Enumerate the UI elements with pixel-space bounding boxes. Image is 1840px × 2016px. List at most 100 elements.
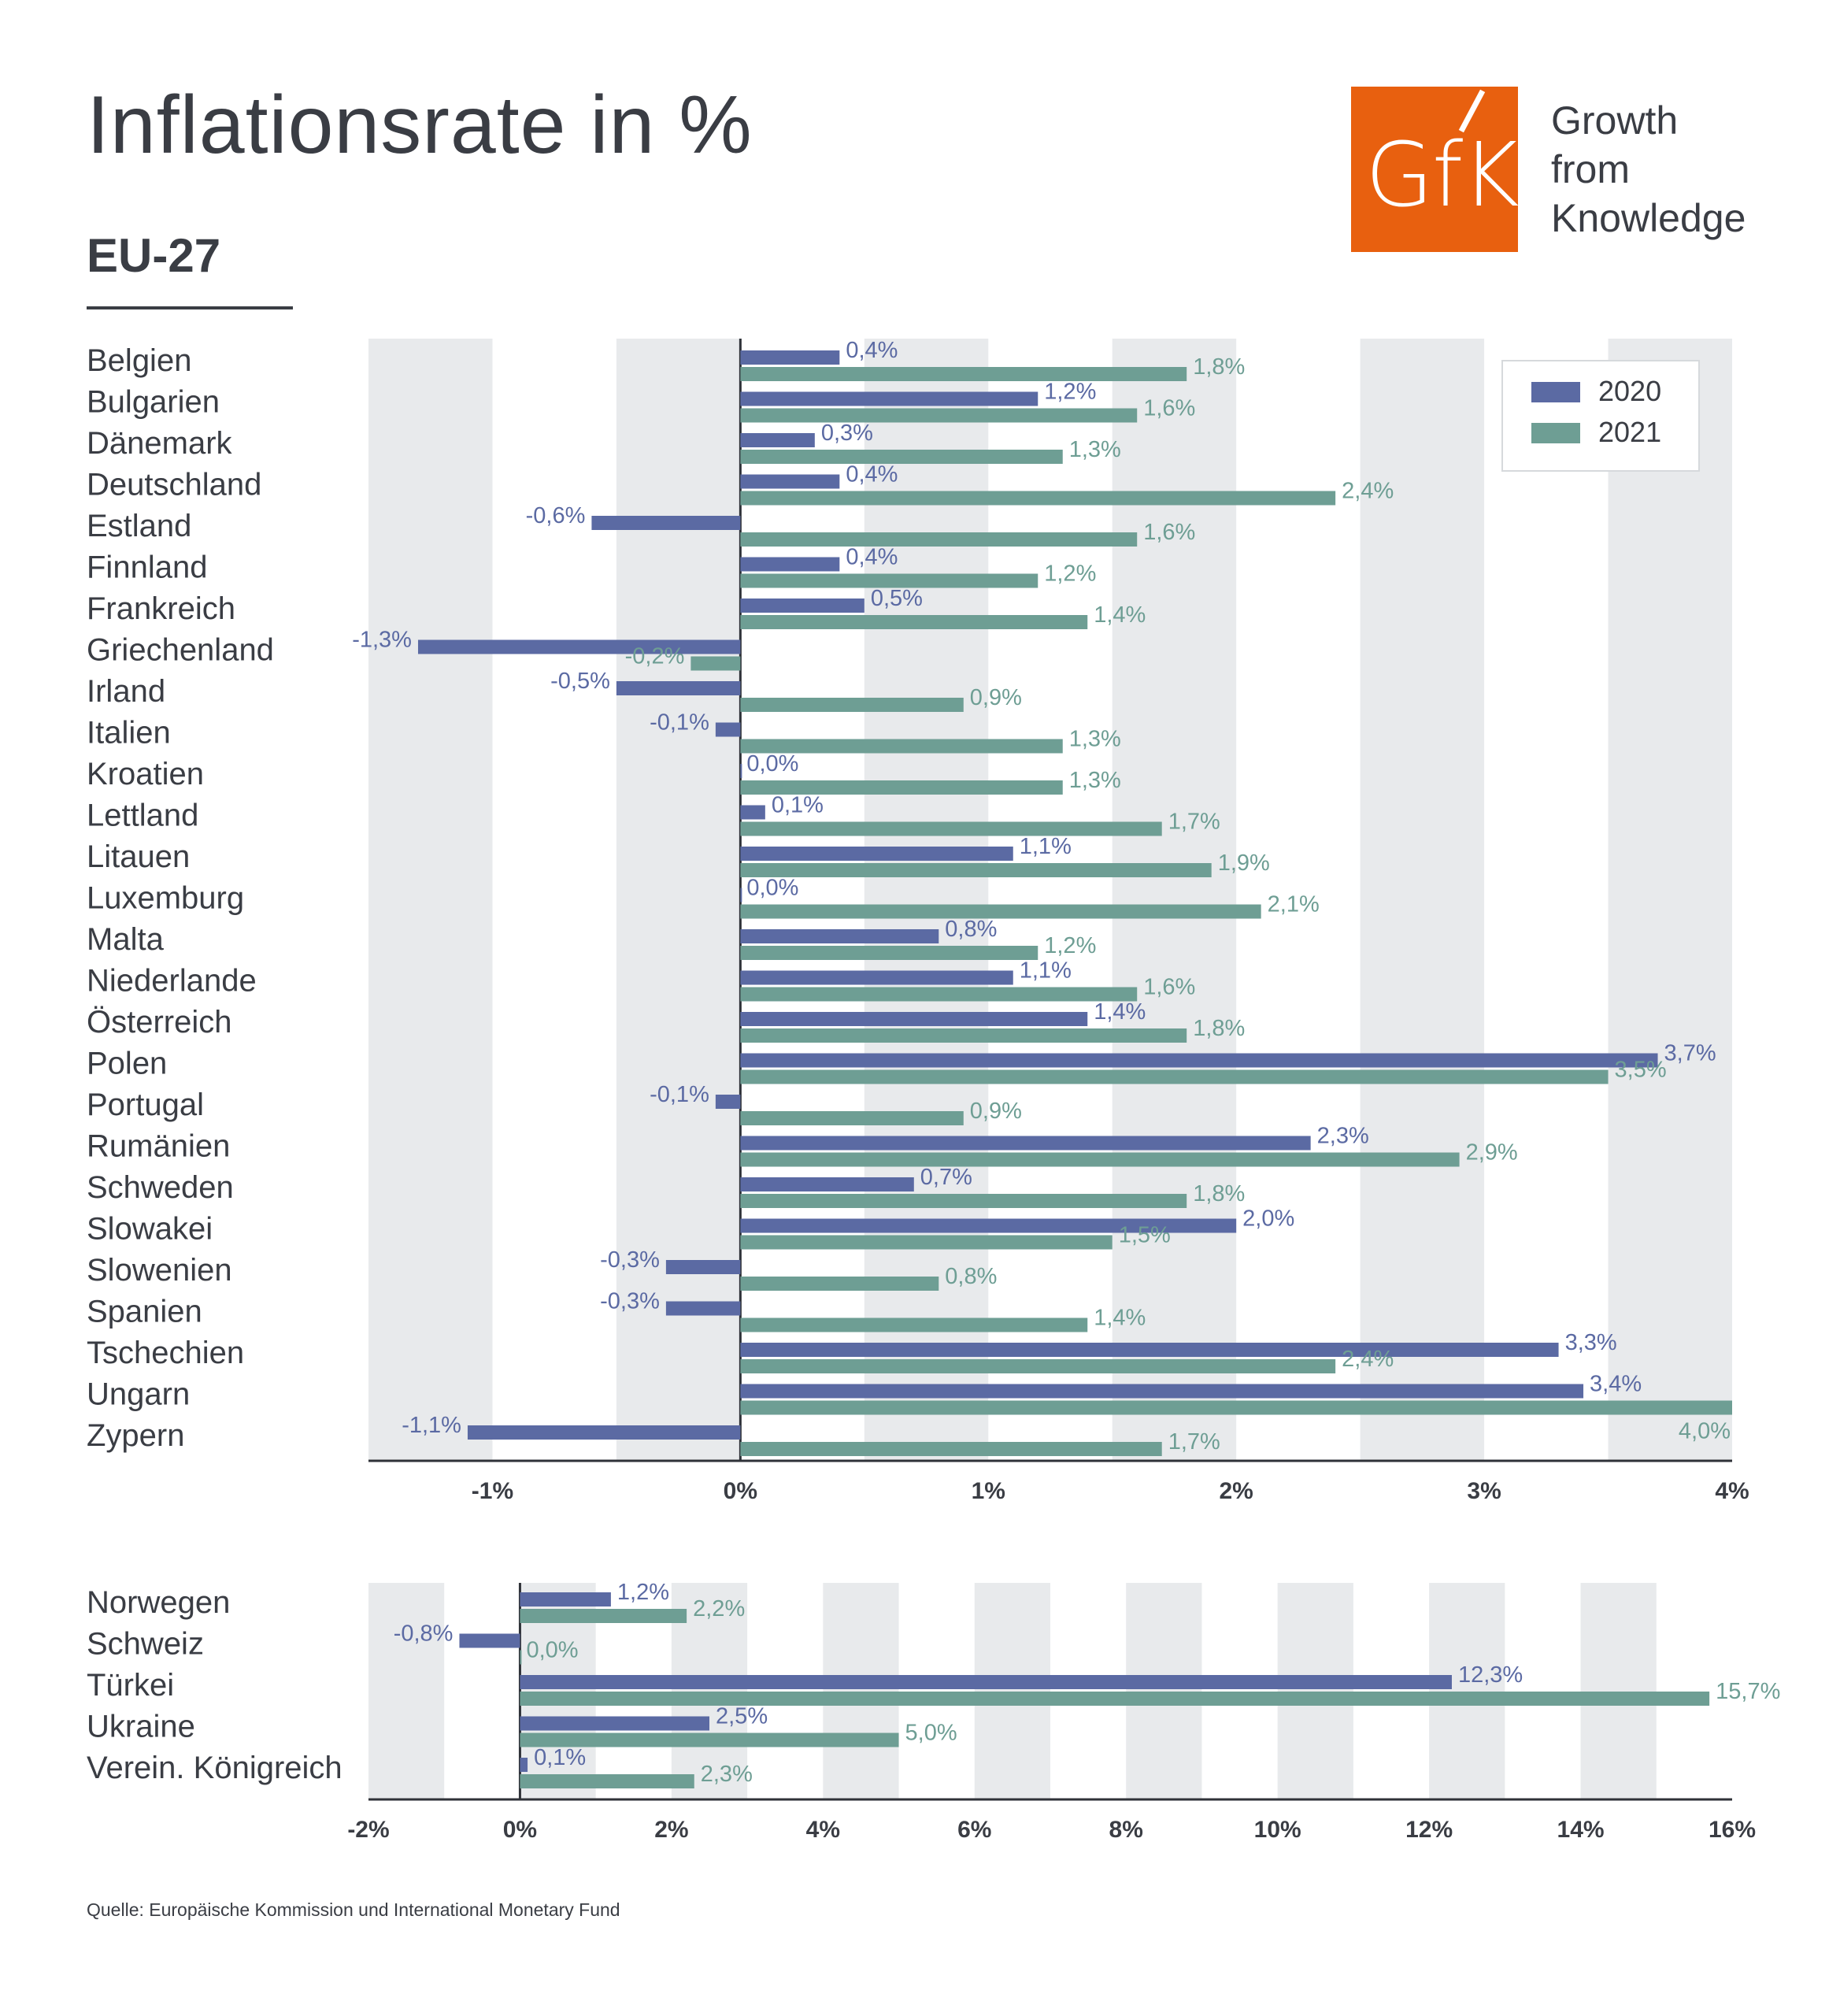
bar-2021 <box>520 1609 687 1623</box>
grid-band <box>1608 339 1732 1461</box>
data-label-2020: 12,3% <box>1458 1662 1523 1688</box>
x-tick-label: 10% <box>1254 1817 1301 1843</box>
data-label-2020: 0,4% <box>846 545 898 570</box>
data-label-2020: 2,0% <box>1242 1206 1294 1232</box>
category-label: Italien <box>87 716 171 750</box>
data-label-2020: -0,3% <box>600 1247 660 1273</box>
grid-band <box>368 1583 445 1799</box>
bar-2021 <box>740 821 1162 836</box>
category-label: Bulgarien <box>87 385 220 420</box>
bar-2021 <box>740 1235 1113 1250</box>
x-tick-label: 8% <box>1109 1817 1143 1843</box>
data-label-2020: 3,7% <box>1664 1041 1716 1066</box>
data-label-2020: -1,3% <box>352 628 412 653</box>
data-label-2021: 1,7% <box>1168 810 1220 835</box>
bar-2021 <box>740 1359 1336 1373</box>
category-label: Dänemark <box>87 426 233 461</box>
bar-2020 <box>665 1301 741 1316</box>
bar-2021 <box>740 946 1038 960</box>
tagline-line-3: Knowledge <box>1551 196 1746 240</box>
data-label-2021: 1,8% <box>1193 1016 1245 1041</box>
data-label-2021: 1,5% <box>1119 1223 1171 1248</box>
category-label: Slowenien <box>87 1253 232 1288</box>
bar-2021 <box>740 615 1088 629</box>
bar-2020 <box>715 1095 741 1109</box>
data-label-2021: 4,0% <box>1679 1419 1731 1444</box>
bar-2021 <box>690 656 741 671</box>
data-label-2020: -0,5% <box>550 669 610 694</box>
bar-2021 <box>740 987 1138 1002</box>
category-label: Malta <box>87 922 165 957</box>
category-label: Rumänien <box>87 1129 230 1164</box>
category-label: Estland <box>87 509 191 543</box>
data-label-2020: 0,3% <box>821 421 873 446</box>
grid-band <box>1112 339 1237 1461</box>
bar-2021 <box>740 739 1063 754</box>
data-label-2021: 3,5% <box>1615 1058 1667 1083</box>
x-tick-label: 6% <box>957 1817 991 1843</box>
category-label: Belgien <box>87 343 191 378</box>
data-label-2020: -0,1% <box>650 710 709 736</box>
source-note: Quelle: Europäische Kommission und Inter… <box>87 1899 620 1920</box>
category-label: Irland <box>87 674 165 709</box>
grid-band <box>1126 1583 1202 1799</box>
data-label-2020: 1,2% <box>1044 380 1096 405</box>
bar-2020 <box>740 1343 1559 1357</box>
bar-2021 <box>740 1194 1187 1208</box>
category-label: Schweden <box>87 1170 234 1205</box>
tagline-line-1: Growth <box>1551 98 1679 143</box>
data-label-2021: 2,4% <box>1342 479 1394 504</box>
bar-2021 <box>740 1442 1162 1456</box>
grid-band <box>1429 1583 1505 1799</box>
grid-band <box>1580 1583 1657 1799</box>
data-label-2021: 2,9% <box>1466 1140 1518 1166</box>
bar-2020 <box>740 764 742 778</box>
x-tick-label: 4% <box>806 1817 840 1843</box>
chart-subtitle: EU-27 <box>87 229 221 282</box>
gfk-logo: GfK <box>1351 87 1520 252</box>
data-label-2021: 0,9% <box>970 685 1022 710</box>
bar-2020 <box>740 557 840 572</box>
legend-swatch-2021 <box>1531 423 1580 443</box>
x-tick-label: 14% <box>1557 1817 1605 1843</box>
bar-2020 <box>740 474 840 489</box>
bar-2020 <box>740 350 840 365</box>
bar-2021 <box>740 491 1336 506</box>
data-label-2021: 15,7% <box>1716 1679 1780 1704</box>
data-label-2020: -1,1% <box>402 1413 461 1438</box>
legend-label-2020: 2020 <box>1598 375 1661 407</box>
tagline-line-2: from <box>1551 147 1630 191</box>
bar-2021 <box>740 450 1063 464</box>
x-tick-label: -1% <box>472 1478 513 1504</box>
data-label-2020: 0,0% <box>746 751 798 776</box>
bar-2020 <box>740 1136 1311 1151</box>
x-tick-label: 0% <box>724 1478 757 1504</box>
grid-band <box>1277 1583 1353 1799</box>
data-label-2021: 1,4% <box>1094 1306 1146 1331</box>
data-label-2021: 2,2% <box>693 1596 745 1621</box>
x-tick-label: 0% <box>503 1817 537 1843</box>
grid-band <box>974 1583 1050 1799</box>
bar-2020 <box>665 1260 741 1274</box>
bar-2020 <box>520 1592 611 1606</box>
category-label: Österreich <box>87 1005 232 1040</box>
data-label-2020: 1,1% <box>1020 834 1072 859</box>
data-label-2021: 1,6% <box>1143 520 1195 545</box>
bar-2021 <box>740 573 1038 588</box>
bar-2021 <box>520 1774 694 1788</box>
category-label: Slowakei <box>87 1212 213 1247</box>
grid-band <box>1360 339 1485 1461</box>
data-label-2021: 1,3% <box>1069 437 1121 462</box>
data-label-2020: 0,0% <box>746 876 798 901</box>
bar-2020 <box>459 1633 520 1648</box>
grid-band <box>368 339 493 1461</box>
data-label-2020: 0,4% <box>846 338 898 363</box>
category-label: Griechenland <box>87 633 274 668</box>
data-label-2021: 1,9% <box>1218 850 1270 876</box>
category-label: Niederlande <box>87 964 257 999</box>
bar-2020 <box>740 888 742 902</box>
bar-2021 <box>740 367 1187 381</box>
bar-2021 <box>740 1152 1460 1167</box>
bar-2020 <box>616 681 741 695</box>
category-label: Deutschland <box>87 468 261 502</box>
